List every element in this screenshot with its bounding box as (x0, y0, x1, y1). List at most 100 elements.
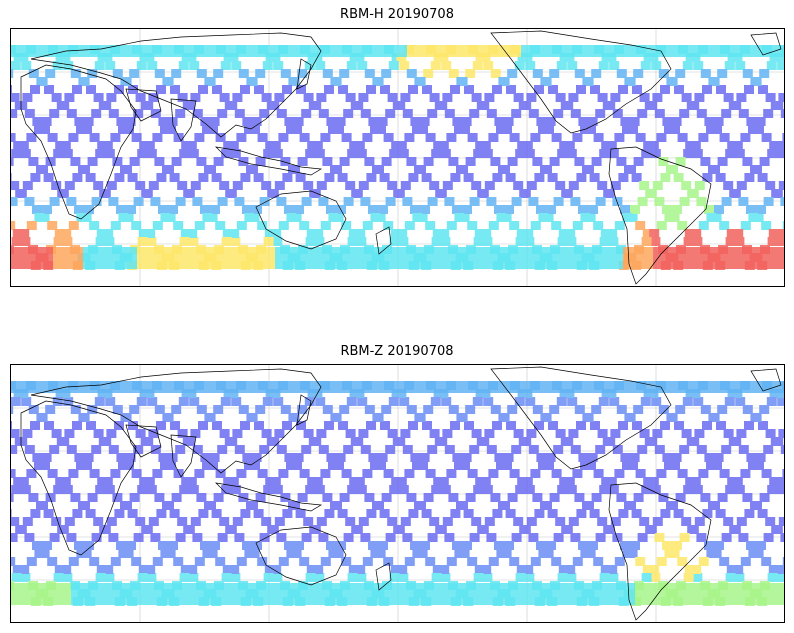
swath-segment (709, 77, 720, 86)
swath-segment (593, 583, 600, 605)
swath-segment (242, 205, 252, 214)
swath-segment (439, 229, 450, 238)
swath-segment (129, 157, 140, 166)
swath-segment (60, 389, 71, 398)
swath-segment (647, 583, 654, 605)
swath-segment (584, 165, 594, 174)
swath-segment (714, 541, 724, 550)
swath-segment (679, 445, 690, 454)
swath-segment (119, 247, 126, 269)
swath-segment (461, 117, 472, 126)
swath-segment (714, 205, 724, 214)
swath-segment (271, 229, 282, 238)
swath-segment (570, 197, 581, 206)
swath-segment (381, 493, 392, 502)
swath-segment (345, 93, 356, 102)
swath-segment (104, 149, 115, 158)
swath-segment (144, 477, 155, 486)
swath-segment (398, 573, 409, 582)
swath-segment (702, 509, 713, 518)
swath-segment (269, 381, 276, 393)
swath-segment (536, 117, 547, 126)
swath-segment (41, 117, 52, 126)
coastline (30, 32, 322, 138)
swath-segment (671, 453, 682, 462)
swath-segment (213, 157, 224, 166)
swath-segment (346, 397, 357, 406)
swath-segment (574, 493, 585, 502)
swath-segment (425, 583, 432, 605)
swath-segment (20, 149, 31, 158)
swath-segment (56, 101, 67, 110)
swath-segment (314, 573, 325, 582)
swath-segment (538, 549, 549, 558)
swath-segment (257, 247, 264, 269)
swath-segment (215, 45, 222, 57)
swath-segment (683, 149, 694, 158)
swath-segment (467, 469, 478, 478)
swath-segment (358, 429, 369, 438)
swath-segment (72, 509, 83, 518)
swath-segment (732, 141, 743, 150)
swath-segment (660, 421, 670, 430)
swath-segment (301, 197, 312, 206)
swath-segment (513, 517, 524, 526)
swath-segment (138, 565, 149, 574)
swath-segment (257, 45, 264, 57)
swath-segment (263, 237, 274, 246)
swath-segment (30, 509, 41, 518)
swath-segment (738, 445, 749, 454)
swath-segment (274, 517, 285, 526)
swath-segment (124, 461, 134, 470)
swath-segment (270, 389, 281, 398)
swath-segment (222, 229, 233, 238)
swath-segment (660, 509, 671, 518)
swath-segment (271, 565, 282, 574)
swath-segment (623, 45, 630, 57)
swath-segment (263, 247, 270, 269)
swath-segment (307, 477, 318, 486)
swath-segment (74, 453, 85, 462)
swath-segment (284, 453, 295, 462)
swath-segment (566, 573, 577, 582)
swath-segment (89, 45, 96, 57)
swath-segment (677, 381, 684, 393)
coastline (125, 424, 162, 458)
swath-segment (217, 197, 228, 206)
swath-segment (669, 213, 680, 222)
swath-segment (96, 565, 107, 574)
swath-segment (629, 45, 636, 57)
swath-segment (418, 125, 428, 134)
swath-segment (413, 45, 420, 57)
swath-segment (633, 69, 644, 78)
swath-segment (782, 557, 784, 566)
swath-segment (186, 477, 197, 486)
swath-segment (220, 397, 231, 406)
swath-segment (521, 247, 528, 269)
swath-segment (274, 429, 285, 438)
swath-segment (464, 85, 474, 94)
swath-segment (608, 485, 619, 494)
swath-segment (423, 405, 434, 414)
swath-segment (34, 213, 45, 222)
swath-segment (778, 93, 784, 102)
swath-segment (709, 413, 720, 422)
swath-segment (645, 189, 656, 198)
swath-segment (328, 213, 339, 222)
swath-segment (778, 181, 784, 190)
swath-segment (749, 45, 756, 57)
swath-segment (60, 53, 71, 62)
swath-segment (458, 165, 468, 174)
swath-segment (305, 485, 316, 494)
swath-segment (444, 197, 455, 206)
swath-segment (145, 229, 156, 238)
swath-segment (475, 141, 486, 150)
swath-segment (313, 565, 324, 574)
swath-segment (637, 533, 648, 542)
swath-segment (719, 133, 730, 142)
swath-segment (196, 69, 207, 78)
swath-segment (23, 583, 30, 605)
swath-segment (499, 77, 510, 86)
swath-segment (600, 565, 611, 574)
swath-segment (192, 197, 203, 206)
